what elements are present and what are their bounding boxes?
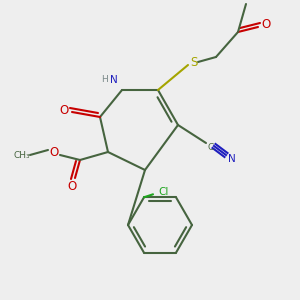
Text: O: O	[50, 146, 58, 158]
Text: N: N	[228, 154, 236, 164]
Text: C: C	[208, 143, 214, 152]
Text: S: S	[190, 56, 198, 68]
Text: H: H	[100, 76, 107, 85]
Text: O: O	[59, 103, 69, 116]
Text: N: N	[110, 75, 118, 85]
Text: Cl: Cl	[159, 187, 169, 197]
Text: CH₃: CH₃	[14, 151, 30, 160]
Text: O: O	[261, 19, 271, 32]
Text: O: O	[68, 179, 76, 193]
